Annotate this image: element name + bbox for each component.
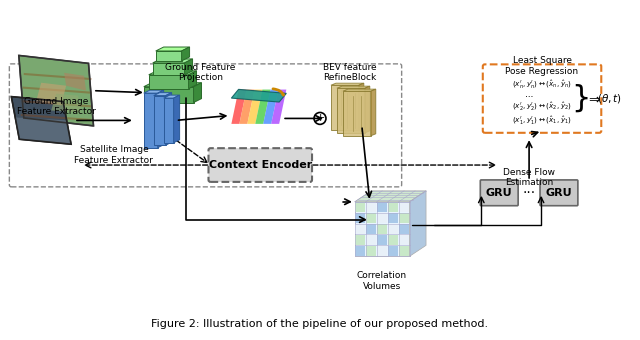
- Polygon shape: [399, 213, 409, 223]
- Polygon shape: [337, 88, 365, 133]
- Polygon shape: [15, 117, 71, 144]
- Polygon shape: [154, 96, 166, 145]
- Polygon shape: [189, 71, 196, 89]
- Polygon shape: [157, 90, 164, 148]
- Polygon shape: [19, 55, 93, 126]
- Polygon shape: [271, 89, 286, 124]
- FancyBboxPatch shape: [540, 180, 578, 206]
- Text: BEV feature
RefineBlock: BEV feature RefineBlock: [323, 63, 377, 82]
- Polygon shape: [377, 213, 387, 223]
- Polygon shape: [377, 202, 387, 212]
- Polygon shape: [355, 224, 365, 234]
- Polygon shape: [377, 224, 387, 234]
- Polygon shape: [156, 51, 182, 61]
- Polygon shape: [366, 202, 376, 212]
- Polygon shape: [144, 90, 164, 93]
- Polygon shape: [399, 246, 409, 256]
- Polygon shape: [388, 202, 398, 212]
- Polygon shape: [377, 246, 387, 256]
- Polygon shape: [366, 213, 376, 223]
- Polygon shape: [153, 59, 193, 63]
- Polygon shape: [365, 86, 370, 133]
- Polygon shape: [366, 224, 376, 234]
- Text: $\}$: $\}$: [571, 83, 589, 114]
- Polygon shape: [153, 63, 184, 75]
- Polygon shape: [36, 83, 66, 105]
- Text: GRU: GRU: [546, 188, 572, 198]
- Text: ···: ···: [522, 186, 536, 200]
- Polygon shape: [232, 89, 246, 124]
- Polygon shape: [166, 92, 172, 145]
- Polygon shape: [343, 89, 376, 91]
- Polygon shape: [359, 83, 364, 130]
- Polygon shape: [399, 235, 409, 245]
- Polygon shape: [154, 92, 172, 96]
- Polygon shape: [331, 83, 364, 85]
- Text: +: +: [316, 114, 324, 123]
- Text: $(x_n', y_n') \leftrightarrow (\hat{x}_n, \hat{y}_n)$: $(x_n', y_n') \leftrightarrow (\hat{x}_n…: [512, 79, 572, 91]
- Text: $\cdots$: $\cdots$: [524, 90, 534, 99]
- Polygon shape: [388, 246, 398, 256]
- Polygon shape: [366, 246, 376, 256]
- Polygon shape: [388, 235, 398, 245]
- Polygon shape: [388, 224, 398, 234]
- Text: $\Rightarrow$: $\Rightarrow$: [586, 91, 602, 106]
- Polygon shape: [64, 73, 86, 91]
- Polygon shape: [173, 95, 180, 143]
- Polygon shape: [371, 89, 376, 136]
- Polygon shape: [239, 89, 255, 124]
- Text: GRU: GRU: [486, 188, 513, 198]
- Polygon shape: [156, 47, 189, 51]
- Polygon shape: [410, 191, 426, 256]
- Polygon shape: [184, 59, 193, 75]
- Text: $(x_2', y_2') \leftrightarrow (\hat{x}_2, \hat{y}_2)$: $(x_2', y_2') \leftrightarrow (\hat{x}_2…: [512, 100, 572, 113]
- Polygon shape: [337, 86, 370, 88]
- Polygon shape: [377, 235, 387, 245]
- Text: Figure 2: Illustration of the pipeline of our proposed method.: Figure 2: Illustration of the pipeline o…: [152, 319, 488, 329]
- Polygon shape: [144, 83, 202, 87]
- Polygon shape: [399, 202, 409, 212]
- Polygon shape: [331, 85, 359, 130]
- FancyBboxPatch shape: [483, 64, 601, 133]
- Text: $(x_1', y_1') \leftrightarrow (\hat{x}_1, \hat{y}_1)$: $(x_1', y_1') \leftrightarrow (\hat{x}_1…: [512, 114, 572, 126]
- Text: Dense Flow
Estimation: Dense Flow Estimation: [503, 168, 555, 187]
- FancyBboxPatch shape: [209, 148, 312, 182]
- Polygon shape: [355, 202, 410, 256]
- Polygon shape: [247, 89, 262, 124]
- Polygon shape: [355, 213, 365, 223]
- Text: Ground Feature
Projection: Ground Feature Projection: [165, 63, 236, 82]
- Text: Correlation
Volumes: Correlation Volumes: [356, 271, 407, 291]
- Polygon shape: [355, 202, 365, 212]
- Polygon shape: [355, 191, 426, 202]
- Text: Satellite Image
Feature Extractor: Satellite Image Feature Extractor: [74, 145, 154, 165]
- Polygon shape: [232, 89, 286, 102]
- Text: Context Encoder: Context Encoder: [209, 160, 312, 170]
- Polygon shape: [51, 94, 81, 113]
- Polygon shape: [12, 97, 71, 144]
- Polygon shape: [263, 89, 278, 124]
- Polygon shape: [343, 91, 371, 136]
- Text: Least Square
Pose Regression: Least Square Pose Regression: [506, 56, 579, 76]
- Circle shape: [314, 113, 326, 124]
- Polygon shape: [164, 95, 180, 98]
- Text: $(\theta, t)$: $(\theta, t)$: [597, 92, 622, 105]
- FancyBboxPatch shape: [480, 180, 518, 206]
- Polygon shape: [148, 71, 196, 75]
- Polygon shape: [366, 235, 376, 245]
- Polygon shape: [388, 213, 398, 223]
- Polygon shape: [255, 89, 271, 124]
- Polygon shape: [399, 224, 409, 234]
- Polygon shape: [182, 47, 189, 61]
- Text: Ground Image
Feature Extractor: Ground Image Feature Extractor: [17, 97, 95, 116]
- Polygon shape: [355, 246, 365, 256]
- Polygon shape: [144, 93, 157, 148]
- Polygon shape: [355, 235, 365, 245]
- Polygon shape: [164, 98, 173, 143]
- Polygon shape: [144, 87, 193, 103]
- FancyArrowPatch shape: [273, 89, 284, 95]
- Polygon shape: [193, 83, 202, 103]
- Polygon shape: [148, 75, 189, 89]
